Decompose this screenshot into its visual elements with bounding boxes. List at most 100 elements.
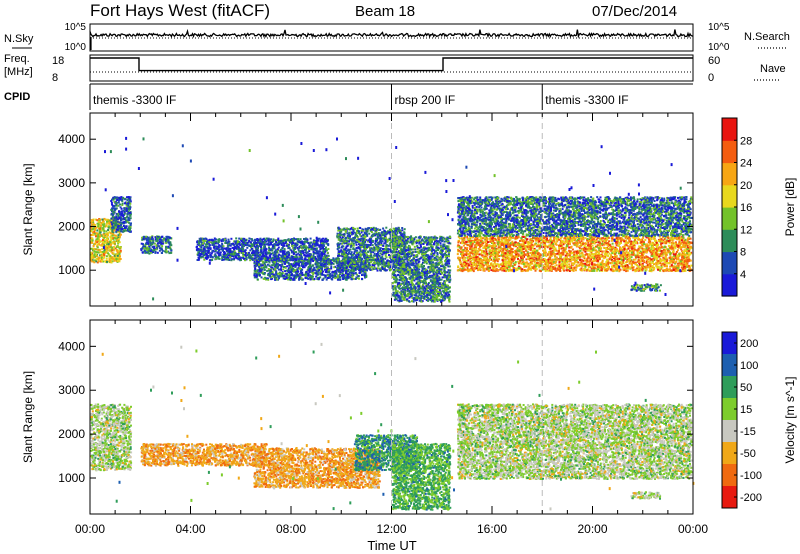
echo-cell — [327, 248, 329, 250]
echo-cell — [346, 250, 348, 252]
echo-cell — [150, 249, 152, 251]
echo-cell — [269, 239, 271, 241]
echo-cell — [150, 237, 152, 239]
echo-cell — [352, 227, 354, 229]
echo-cell — [283, 240, 285, 242]
echo-cell — [375, 240, 377, 242]
echo-cell — [347, 276, 349, 278]
echo-cell — [129, 205, 131, 207]
echo-cell — [399, 232, 401, 234]
echo-cell — [94, 253, 96, 255]
echo-cell — [296, 244, 298, 246]
echo-cell — [230, 253, 232, 255]
echo-cell — [98, 257, 100, 259]
echo-cell — [313, 241, 315, 243]
echo-cell — [149, 241, 151, 243]
echo-cell — [208, 247, 210, 249]
echo-cell — [126, 225, 128, 227]
echo-cell — [295, 277, 297, 279]
echo-cell — [277, 244, 279, 246]
echo-cell — [441, 279, 443, 281]
echo-cell — [426, 261, 428, 263]
echo-cell — [91, 242, 93, 244]
echo-cell — [338, 264, 340, 266]
echo-cell — [320, 271, 322, 273]
echo-cell — [205, 251, 207, 253]
echo-cell — [215, 245, 217, 247]
echo-cell — [377, 236, 379, 238]
echo-cell — [156, 237, 158, 239]
echo-cell — [263, 269, 265, 271]
echo-cell — [254, 261, 256, 263]
echo-cell — [259, 269, 261, 271]
echo-cell — [128, 196, 130, 198]
echo-cell — [297, 274, 299, 276]
echo-cell — [375, 231, 377, 233]
echo-cell — [104, 239, 106, 241]
echo-cell — [91, 248, 93, 250]
echo-cell — [221, 248, 223, 250]
echo-cell — [104, 242, 106, 244]
echo-cell — [129, 201, 131, 203]
echo-cell — [96, 259, 98, 261]
echo-cell — [111, 229, 113, 231]
echo-cell — [257, 278, 259, 280]
echo-cell — [383, 260, 385, 262]
echo-cell — [299, 251, 301, 253]
nsky-line — [90, 30, 693, 37]
echo-cell — [125, 219, 127, 221]
echo-cell — [122, 197, 124, 199]
echo-cell — [361, 251, 363, 253]
echo-cell — [312, 276, 314, 278]
echo-cell — [353, 260, 355, 262]
echo-cell — [279, 264, 281, 266]
echo-cell — [106, 255, 108, 257]
echo-cell — [313, 267, 315, 269]
echo-cell — [341, 229, 343, 231]
echo-cell — [274, 268, 276, 270]
echo-cell — [267, 264, 269, 266]
echo-cell — [383, 251, 385, 253]
echo-cell — [102, 234, 104, 236]
echo-cell — [236, 257, 238, 259]
echo-cell — [103, 251, 105, 253]
echo-cell — [253, 252, 255, 254]
echo-cell — [379, 229, 381, 231]
echo-cell — [261, 276, 263, 278]
echo-cell — [98, 244, 100, 246]
echo-cell — [318, 244, 320, 246]
echo-cell — [211, 250, 213, 252]
echo-cell — [218, 241, 220, 243]
echo-cell — [338, 255, 340, 257]
echo-cell — [266, 248, 268, 250]
echo-cell — [143, 236, 145, 238]
echo-cell — [245, 242, 247, 244]
echo-cell — [347, 274, 349, 276]
echo-cell — [249, 245, 251, 247]
echo-cell — [251, 245, 253, 247]
echo-cell — [385, 251, 387, 253]
echo-cell — [401, 227, 403, 229]
echo-cell — [122, 221, 124, 223]
cpid-segment-label: themis -3300 IF — [545, 93, 628, 107]
echo-cell — [310, 248, 312, 250]
echo-cell — [376, 256, 378, 258]
echo-cell — [359, 233, 361, 235]
echo-cell — [384, 230, 386, 232]
echo-cell — [284, 263, 286, 265]
echo-cell — [125, 222, 127, 224]
echo-cell — [350, 269, 352, 271]
echo-cell — [117, 229, 119, 231]
echo-cell — [348, 237, 350, 239]
echo-cell — [258, 258, 260, 260]
echo-cell — [302, 263, 304, 265]
echo-cell — [159, 245, 161, 247]
echo-cell — [294, 247, 296, 249]
echo-cell — [364, 261, 366, 263]
echo-cell — [356, 268, 358, 270]
echo-cell — [302, 250, 304, 252]
echo-cell — [291, 245, 293, 247]
echo-cell — [206, 258, 208, 260]
echo-cell — [356, 232, 358, 234]
echo-cell — [310, 254, 312, 256]
